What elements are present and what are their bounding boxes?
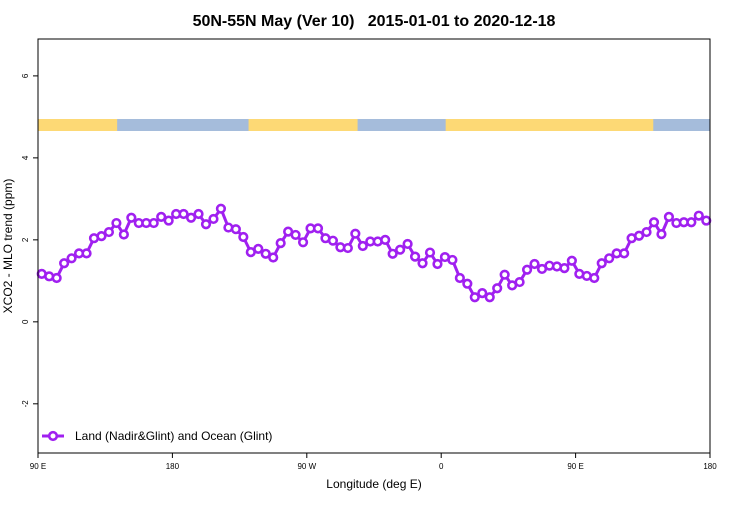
x-axis-label: Longitude (deg E): [326, 477, 421, 491]
data-point: [469, 292, 480, 303]
land-segment: [248, 119, 358, 131]
data-point: [484, 292, 495, 303]
data-point: [693, 210, 704, 221]
data-point: [268, 252, 279, 263]
y-tick-label: 0: [21, 319, 30, 324]
data-point: [387, 248, 398, 259]
data-point: [126, 212, 137, 223]
data-point: [641, 226, 652, 238]
data-point: [163, 215, 174, 226]
data-point: [380, 234, 391, 245]
data-point: [492, 283, 503, 294]
x-tick-label: 180: [166, 462, 180, 471]
y-axis-label: XCO2 - MLO trend (ppm): [1, 179, 15, 314]
data-point: [648, 217, 660, 228]
data-point: [275, 238, 286, 249]
data-point: [208, 213, 219, 225]
data-point: [402, 238, 413, 250]
data-point: [633, 230, 645, 241]
data-point: [290, 229, 301, 241]
data-point: [103, 226, 115, 238]
x-tick-label: 0: [439, 462, 444, 471]
data-point: [215, 203, 227, 214]
data-point: [327, 235, 339, 246]
legend-label: Land (Nadir&Glint) and Ocean (Glint): [75, 429, 272, 443]
data-point: [447, 254, 458, 266]
data-point: [51, 272, 62, 284]
legend: Land (Nadir&Glint) and Ocean (Glint): [42, 429, 272, 443]
data-point: [529, 258, 540, 270]
data-point: [350, 228, 361, 239]
x-tick-label: 90 E: [30, 462, 46, 471]
data-point: [619, 248, 630, 259]
data-point: [312, 223, 324, 234]
data-point: [566, 255, 577, 266]
data-point: [663, 211, 675, 222]
x-tick-label: 90 W: [297, 462, 316, 471]
data-point: [596, 258, 607, 269]
y-tick-label: 6: [21, 73, 30, 78]
data-point: [96, 231, 107, 242]
land-segment: [38, 119, 118, 131]
data-point: [156, 211, 167, 222]
data-point: [118, 229, 129, 240]
x-tick-label: 180: [703, 462, 717, 471]
data-point: [193, 208, 204, 220]
data-point: [59, 258, 70, 269]
data-point: [66, 253, 77, 264]
land-segment: [445, 119, 654, 131]
chart-title: 50N-55N May (Ver 10) 2015-01-01 to 2020-…: [193, 13, 556, 30]
data-point: [238, 231, 249, 243]
series-group: [36, 203, 712, 303]
x-tick-label: 90 E: [567, 462, 583, 471]
data-point: [589, 272, 600, 284]
data-point: [253, 243, 264, 254]
data-point: [499, 269, 510, 280]
data-point: [395, 244, 406, 255]
data-point: [521, 264, 533, 275]
data-point: [185, 212, 197, 223]
x-axis: 90 E 180 90 W 0 90 E 180: [30, 453, 717, 471]
data-point: [357, 240, 368, 252]
data-point: [477, 288, 488, 299]
data-point: [417, 258, 428, 269]
data-point: [604, 253, 615, 264]
data-point: [409, 251, 421, 262]
data-point: [424, 247, 436, 258]
y-tick-label: 2: [21, 237, 30, 242]
data-point: [462, 278, 473, 289]
data-point: [260, 248, 271, 259]
data-point: [686, 217, 697, 228]
data-point: [178, 208, 189, 220]
data-point: [514, 276, 525, 288]
plot-frame: [37, 38, 711, 454]
data-point: [148, 217, 159, 229]
data-point: [432, 258, 443, 270]
data-point: [111, 217, 122, 229]
legend-marker-icon: [47, 430, 59, 442]
data-point: [656, 229, 667, 240]
data-point: [297, 237, 309, 248]
data-point: [81, 248, 92, 259]
land-ocean-strip: [38, 119, 710, 131]
data-point: [200, 219, 212, 230]
data-point: [342, 242, 353, 254]
data-point: [559, 263, 570, 274]
data-point: [454, 272, 465, 284]
y-tick-label: 4: [21, 155, 30, 160]
data-point: [701, 215, 712, 226]
y-axis: -2 0 2 4 6: [21, 73, 38, 407]
data-point: [230, 224, 241, 235]
y-tick-label: -2: [21, 400, 30, 408]
